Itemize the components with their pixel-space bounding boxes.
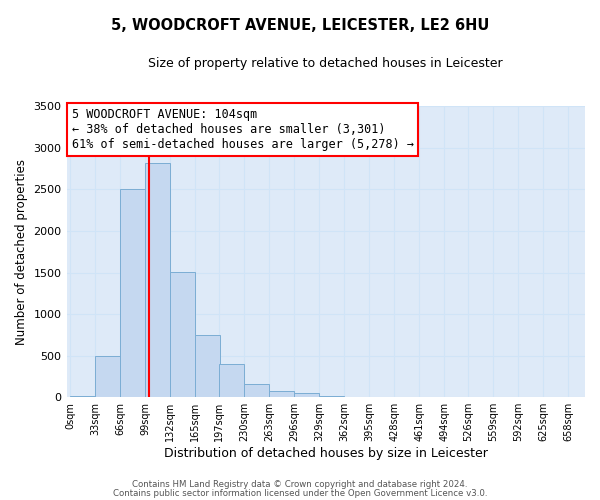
Bar bbox=[295, 392, 319, 397]
Bar bbox=[269, 391, 295, 397]
X-axis label: Distribution of detached houses by size in Leicester: Distribution of detached houses by size … bbox=[164, 447, 488, 460]
Bar bbox=[95, 356, 120, 397]
Y-axis label: Number of detached properties: Number of detached properties bbox=[15, 159, 28, 345]
Title: Size of property relative to detached houses in Leicester: Size of property relative to detached ho… bbox=[148, 58, 503, 70]
Bar bbox=[195, 335, 220, 397]
Bar bbox=[319, 396, 344, 397]
Bar bbox=[170, 272, 195, 397]
Bar bbox=[145, 163, 170, 397]
Text: 5 WOODCROFT AVENUE: 104sqm
← 38% of detached houses are smaller (3,301)
61% of s: 5 WOODCROFT AVENUE: 104sqm ← 38% of deta… bbox=[72, 108, 414, 151]
Text: Contains HM Land Registry data © Crown copyright and database right 2024.: Contains HM Land Registry data © Crown c… bbox=[132, 480, 468, 489]
Bar bbox=[220, 364, 244, 397]
Text: 5, WOODCROFT AVENUE, LEICESTER, LE2 6HU: 5, WOODCROFT AVENUE, LEICESTER, LE2 6HU bbox=[111, 18, 489, 32]
Bar bbox=[244, 384, 269, 397]
Text: Contains public sector information licensed under the Open Government Licence v3: Contains public sector information licen… bbox=[113, 489, 487, 498]
Bar bbox=[70, 396, 95, 397]
Bar bbox=[120, 190, 145, 397]
